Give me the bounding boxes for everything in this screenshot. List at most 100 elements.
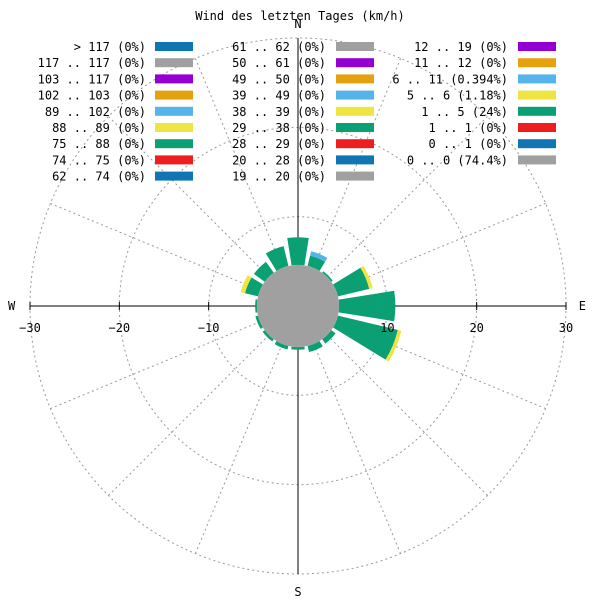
sector-e-green <box>338 290 396 322</box>
legend-swatch <box>155 123 193 132</box>
legend-label: 28 .. 29 (0%) <box>232 137 326 151</box>
legend-item: 0 .. 1 (0%) <box>429 137 556 151</box>
chart-title: Wind des letzten Tages (km/h) <box>195 9 405 23</box>
legend-swatch <box>155 58 193 68</box>
grid-spoke <box>313 343 402 554</box>
legend-item: 38 .. 39 (0%) <box>232 105 374 119</box>
x-tick-label: −10 <box>198 321 220 335</box>
legend-item: 102 .. 103 (0%) <box>38 89 193 103</box>
calm-circle <box>256 264 340 348</box>
wind-sectors <box>240 237 402 362</box>
x-tick-label: −30 <box>19 321 41 335</box>
grid-spoke <box>50 321 261 410</box>
legend-item: 39 .. 49 (0%) <box>232 89 374 103</box>
sector-ne-green <box>322 271 333 282</box>
sector-nw-green <box>253 261 274 282</box>
sector-sw-green <box>262 330 274 342</box>
legend-label: 103 .. 117 (0%) <box>38 72 146 86</box>
compass-labels: N E S W <box>8 17 586 599</box>
legend-swatch <box>336 123 374 132</box>
sector-w-green <box>255 299 258 313</box>
legend-swatch <box>518 106 556 116</box>
legend-item: 1 .. 1 (0%) <box>429 121 556 135</box>
legend-label: 0 .. 0 (74.4%) <box>407 153 508 167</box>
legend-label: 74 .. 75 (0%) <box>52 153 146 167</box>
legend-label: 117 .. 117 (0%) <box>38 56 146 70</box>
legend-item: 117 .. 117 (0%) <box>38 56 193 70</box>
sector-nne-sky <box>310 251 328 262</box>
legend-item: 89 .. 102 (0%) <box>45 105 193 119</box>
legend-item: > 117 (0%) <box>74 40 193 54</box>
grid-spoke <box>50 202 261 291</box>
sector-se-green <box>322 330 336 344</box>
legend-item: 29 .. 38 (0%) <box>232 121 374 135</box>
legend-swatch <box>155 106 193 116</box>
legend-swatch <box>336 106 374 116</box>
legend-swatch <box>155 90 193 100</box>
legend-swatch <box>336 74 374 84</box>
legend-item: 61 .. 62 (0%) <box>232 40 374 54</box>
legend-swatch <box>336 171 374 181</box>
legend: > 117 (0%) 117 .. 117 (0%) 103 .. 117 (0%)… <box>38 40 556 184</box>
legend-label: > 117 (0%) <box>74 40 146 54</box>
legend-swatch <box>518 139 556 149</box>
legend-label: 6 .. 11 (0.394%) <box>392 72 508 86</box>
legend-swatch <box>155 139 193 149</box>
legend-item: 5 .. 6 (1.18%) <box>407 89 556 103</box>
sector-ese-yellow <box>385 329 402 362</box>
sector-s-green <box>291 346 305 350</box>
sector-wnw-green <box>245 277 263 297</box>
grid-spoke <box>194 343 283 554</box>
legend-item: 12 .. 19 (0%) <box>414 40 556 54</box>
legend-swatch <box>518 155 556 165</box>
legend-item: 0 .. 0 (74.4%) <box>407 153 556 167</box>
legend-label: 19 .. 20 (0%) <box>232 170 326 184</box>
legend-label: 62 .. 74 (0%) <box>52 170 146 184</box>
legend-item: 49 .. 50 (0%) <box>232 72 374 86</box>
legend-item: 19 .. 20 (0%) <box>232 170 374 184</box>
legend-item: 28 .. 29 (0%) <box>232 137 374 151</box>
grid-spoke <box>326 334 488 496</box>
legend-label: 11 .. 12 (0%) <box>414 56 508 70</box>
legend-swatch <box>155 171 193 181</box>
x-tick-label: 10 <box>380 321 394 335</box>
legend-item: 88 .. 89 (0%) <box>52 121 193 135</box>
legend-label: 61 .. 62 (0%) <box>232 40 326 54</box>
legend-swatch <box>155 42 193 51</box>
legend-item: 20 .. 28 (0%) <box>232 153 374 167</box>
legend-label: 38 .. 39 (0%) <box>232 105 326 119</box>
legend-label: 1 .. 1 (0%) <box>429 121 508 135</box>
legend-swatch <box>336 42 374 51</box>
legend-label: 49 .. 50 (0%) <box>232 72 326 86</box>
legend-label: 1 .. 5 (24%) <box>421 105 508 119</box>
x-tick-label: 20 <box>469 321 483 335</box>
legend-swatch <box>518 74 556 84</box>
sector-nne-green <box>307 255 326 271</box>
sector-ene-green <box>333 267 370 297</box>
x-tick-label: −20 <box>108 321 130 335</box>
legend-item: 103 .. 117 (0%) <box>38 72 193 86</box>
legend-swatch <box>336 58 374 68</box>
legend-label: 102 .. 103 (0%) <box>38 89 146 103</box>
legend-item: 11 .. 12 (0%) <box>414 56 556 70</box>
legend-swatch <box>518 42 556 51</box>
compass-east-label: E <box>579 299 586 313</box>
legend-label: 88 .. 89 (0%) <box>52 121 146 135</box>
legend-label: 0 .. 1 (0%) <box>429 137 508 151</box>
legend-swatch <box>518 58 556 68</box>
grid-spoke <box>108 334 270 496</box>
legend-swatch <box>336 90 374 100</box>
legend-item: 74 .. 75 (0%) <box>52 153 193 167</box>
legend-item: 75 .. 88 (0%) <box>52 137 193 151</box>
sector-wsw-green <box>255 315 263 329</box>
legend-label: 39 .. 49 (0%) <box>232 89 326 103</box>
compass-south-label: S <box>294 585 301 599</box>
x-tick-label: 30 <box>559 321 573 335</box>
legend-item: 62 .. 74 (0%) <box>52 170 193 184</box>
legend-swatch <box>155 74 193 84</box>
legend-label: 20 .. 28 (0%) <box>232 153 326 167</box>
legend-item: 50 .. 61 (0%) <box>232 56 374 70</box>
sector-n-green <box>287 237 309 266</box>
sector-sse-green <box>307 341 323 353</box>
